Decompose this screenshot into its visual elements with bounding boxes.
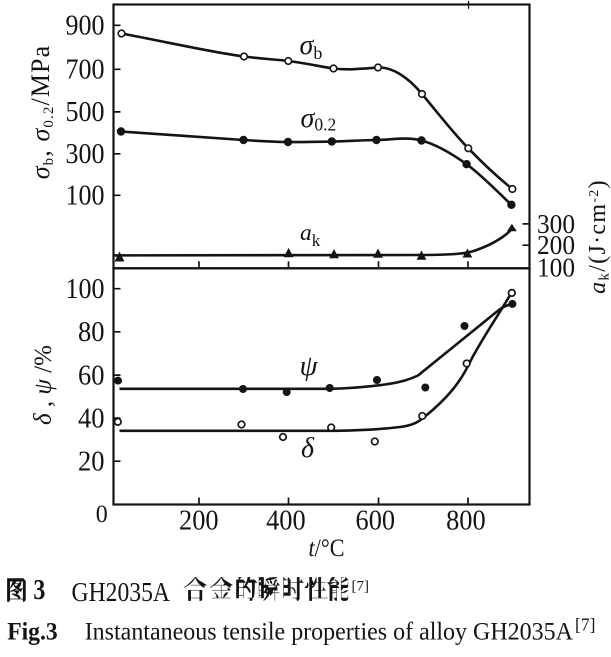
svg-text:GH2035A: GH2035A — [72, 577, 171, 607]
svg-text:0: 0 — [96, 501, 108, 528]
svg-text:200: 200 — [537, 230, 575, 260]
svg-text:t/°C: t/°C — [309, 535, 345, 562]
svg-text:ψ: ψ — [300, 350, 319, 382]
svg-text:20: 20 — [78, 447, 105, 478]
svg-text:700: 700 — [66, 55, 105, 86]
svg-text:δ , ψ /%: δ , ψ /% — [30, 345, 57, 425]
svg-text:σb: σb — [300, 30, 323, 63]
svg-text:ak/(J·cm-2): ak/(J·cm-2) — [585, 179, 611, 294]
svg-text:3: 3 — [33, 574, 45, 606]
svg-text:ak: ak — [300, 220, 321, 250]
svg-text:300: 300 — [537, 209, 575, 239]
svg-text:[7]: [7] — [575, 615, 595, 635]
svg-text:300: 300 — [66, 139, 105, 170]
svg-text:400: 400 — [266, 505, 306, 537]
svg-text:80: 80 — [78, 317, 105, 348]
svg-text:500: 500 — [66, 97, 105, 128]
svg-text:100: 100 — [537, 252, 575, 282]
svg-text:100: 100 — [66, 274, 105, 305]
svg-text:600: 600 — [356, 505, 396, 537]
svg-text:δ: δ — [301, 433, 315, 464]
svg-text:900: 900 — [66, 11, 105, 42]
svg-text:100: 100 — [66, 181, 105, 212]
svg-text:60: 60 — [78, 360, 105, 391]
svg-text:[7]: [7] — [352, 579, 370, 595]
svg-text:Instantaneous tensile properti: Instantaneous tensile properties of allo… — [85, 619, 573, 646]
svg-text:40: 40 — [78, 403, 105, 434]
svg-text:200: 200 — [179, 505, 219, 537]
svg-text:Fig.3: Fig.3 — [7, 619, 58, 646]
svg-text:σ0.2: σ0.2 — [301, 103, 337, 135]
svg-text:σb, σ0.2/MPa: σb, σ0.2/MPa — [26, 45, 57, 180]
svg-text:800: 800 — [446, 505, 486, 537]
